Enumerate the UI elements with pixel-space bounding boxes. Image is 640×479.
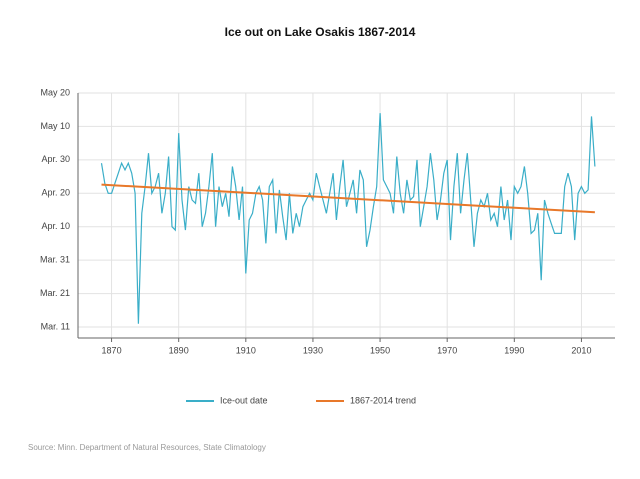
y-tick-label: Apr. 20 <box>41 188 70 198</box>
y-tick-label: Mar. 21 <box>40 288 70 298</box>
x-tick-label: 1870 <box>102 345 122 355</box>
x-tick-label: 1930 <box>303 345 323 355</box>
series-line <box>101 183 595 214</box>
x-tick-label: 1990 <box>504 345 524 355</box>
x-tick-label: 1970 <box>437 345 457 355</box>
y-tick-label: Mar. 31 <box>40 255 70 265</box>
x-tick-label: 1950 <box>370 345 390 355</box>
y-tick-label: Apr. 30 <box>41 154 70 164</box>
chart-title: Ice out on Lake Osakis 1867-2014 <box>225 25 416 39</box>
y-tick-label: Apr. 10 <box>41 221 70 231</box>
source: Source: Minn. Department of Natural Reso… <box>28 443 266 452</box>
x-tick-label: 2010 <box>571 345 591 355</box>
x-tick-label: 1910 <box>236 345 256 355</box>
legend-label: 1867-2014 trend <box>350 395 416 405</box>
y-tick-label: Mar. 11 <box>41 321 70 331</box>
y-tick-label: May 10 <box>40 121 70 131</box>
series-line <box>100 113 596 324</box>
legend-label: Ice-out date <box>220 395 268 405</box>
y-tick-label: May 20 <box>40 87 70 97</box>
x-tick-label: 1890 <box>169 345 189 355</box>
